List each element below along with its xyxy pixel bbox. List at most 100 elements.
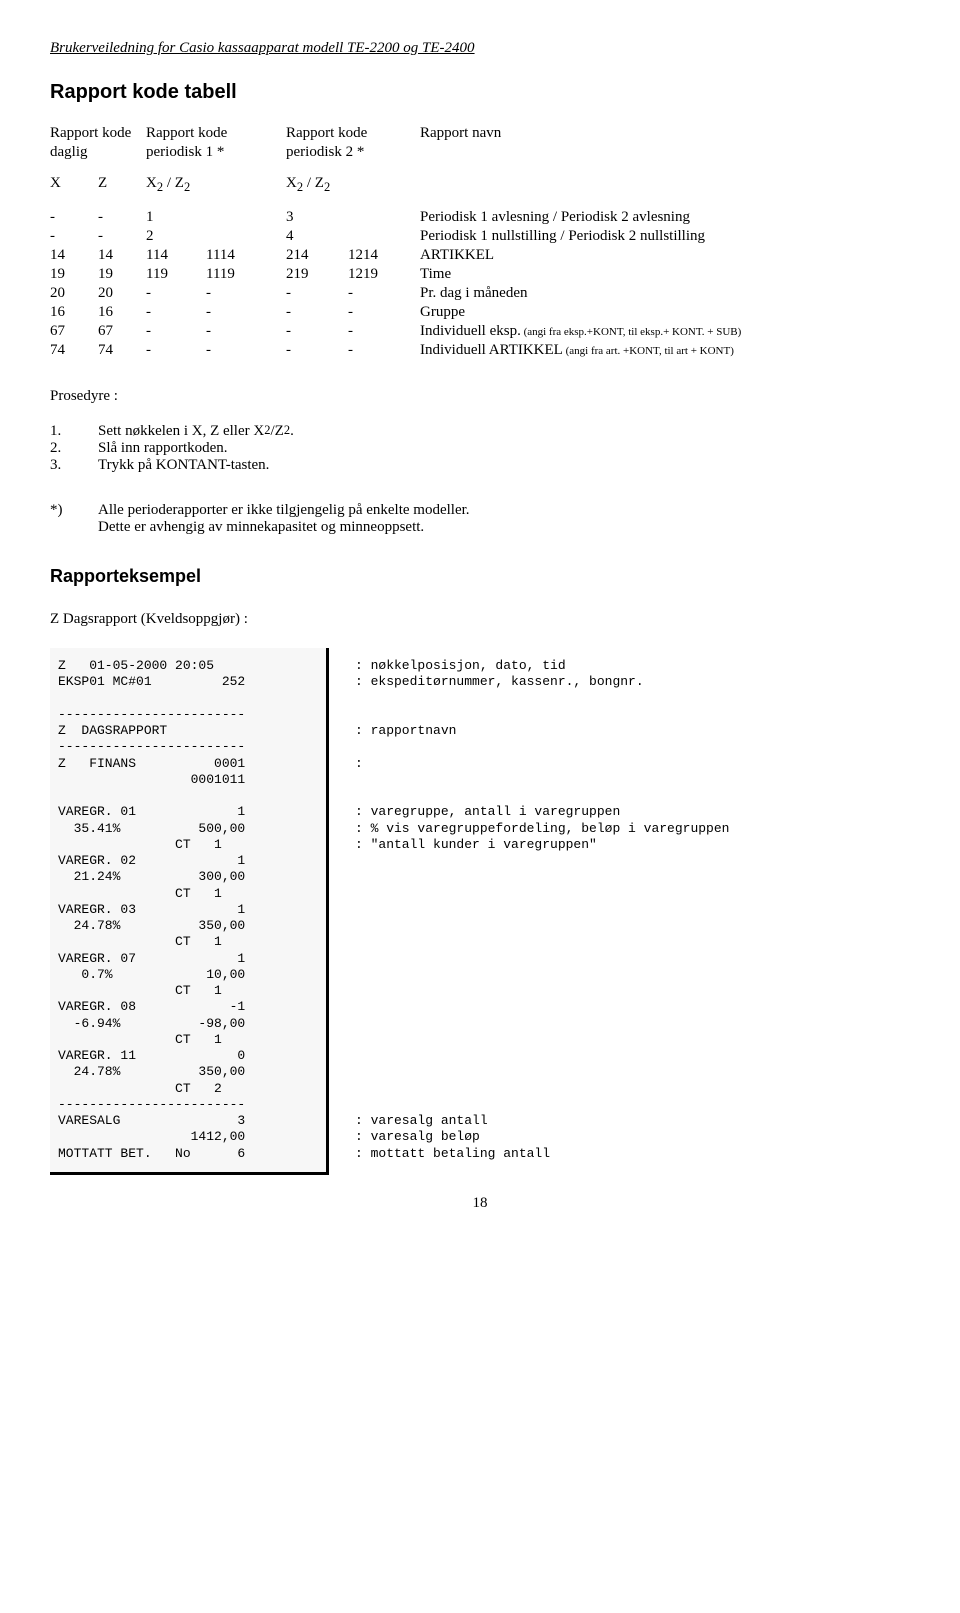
cell: 74 bbox=[50, 341, 98, 360]
cell-desc: ARTIKKEL bbox=[420, 246, 900, 265]
receipt-row: Z 01-05-2000 20:05 EKSP01 MC#01 252 ----… bbox=[50, 648, 910, 1175]
cell-desc: Periodisk 1 avlesning / Periodisk 2 avle… bbox=[420, 208, 900, 227]
example-label: Z Dagsrapport (Kveldsoppgjør) : bbox=[50, 611, 910, 628]
footnote-line2: Dette er avhengig av minnekapasitet og m… bbox=[98, 519, 470, 536]
procedure-label: Prosedyre : bbox=[50, 388, 910, 405]
cell: 16 bbox=[98, 303, 146, 322]
cell: - bbox=[348, 322, 420, 341]
procedure-num: 1. bbox=[50, 423, 98, 440]
cell: 16 bbox=[50, 303, 98, 322]
cell: 20 bbox=[98, 284, 146, 303]
cell-note: (angi fra eksp.+KONT, til eksp.+ KONT. +… bbox=[521, 326, 741, 338]
cell: X bbox=[50, 174, 98, 196]
cell: - bbox=[286, 303, 348, 322]
cell: 74 bbox=[98, 341, 146, 360]
cell: 114 bbox=[146, 246, 206, 265]
section-title-example: Rapporteksempel bbox=[50, 566, 910, 587]
cell: 1119 bbox=[206, 265, 286, 284]
cell: - bbox=[146, 322, 206, 341]
footnote-line1: Alle perioderapporter er ikke tilgjengel… bbox=[98, 502, 470, 519]
cell: 14 bbox=[50, 246, 98, 265]
cell: - bbox=[286, 341, 348, 360]
table-row: 6767----Individuell eksp. (angi fra eksp… bbox=[50, 322, 900, 341]
cell: X2 / Z2 bbox=[146, 174, 286, 196]
cell: 1214 bbox=[348, 246, 420, 265]
table-row: --24Periodisk 1 nullstilling / Periodisk… bbox=[50, 227, 900, 246]
cell: - bbox=[348, 341, 420, 360]
procedure-item: 3.Trykk på KONTANT-tasten. bbox=[50, 457, 910, 474]
cell: - bbox=[206, 284, 286, 303]
hdr-period2-sub: periodisk 2 * bbox=[286, 143, 420, 162]
cell: - bbox=[348, 284, 420, 303]
footnote-ast: *) bbox=[50, 502, 98, 536]
receipt-slip: Z 01-05-2000 20:05 EKSP01 MC#01 252 ----… bbox=[50, 648, 329, 1175]
procedure-item: 1.Sett nøkkelen i X, Z eller X2/Z2. bbox=[50, 423, 910, 440]
cell: 19 bbox=[50, 265, 98, 284]
cell: 1219 bbox=[348, 265, 420, 284]
footnote-block: *) Alle perioderapporter er ikke tilgjen… bbox=[50, 502, 910, 536]
hdr-daily: Rapport kode bbox=[50, 124, 146, 143]
procedure-block: Prosedyre : 1.Sett nøkkelen i X, Z eller… bbox=[50, 388, 910, 474]
table-row: 191911911192191219Time bbox=[50, 265, 900, 284]
cell: 214 bbox=[286, 246, 348, 265]
cell: X2 / Z2 bbox=[286, 174, 420, 196]
cell bbox=[348, 227, 420, 246]
cell: 3 bbox=[286, 208, 348, 227]
table-xz-row: X Z X2 / Z2 X2 / Z2 bbox=[50, 174, 900, 196]
cell: 67 bbox=[50, 322, 98, 341]
procedure-num: 3. bbox=[50, 457, 98, 474]
cell: 1 bbox=[146, 208, 206, 227]
procedure-item: 2.Slå inn rapportkoden. bbox=[50, 440, 910, 457]
section-title-codes: Rapport kode tabell bbox=[50, 81, 910, 104]
cell: 4 bbox=[286, 227, 348, 246]
procedure-text: Sett nøkkelen i X, Z eller X2/Z2. bbox=[98, 423, 294, 440]
cell: - bbox=[50, 227, 98, 246]
cell: 219 bbox=[286, 265, 348, 284]
procedure-num: 2. bbox=[50, 440, 98, 457]
cell: - bbox=[206, 303, 286, 322]
table-row: 7474----Individuell ARTIKKEL (angi fra a… bbox=[50, 341, 900, 360]
table-row: --13Periodisk 1 avlesning / Periodisk 2 … bbox=[50, 208, 900, 227]
table-row: 2020----Pr. dag i måneden bbox=[50, 284, 900, 303]
doc-header: Brukerveiledning for Casio kassaapparat … bbox=[50, 40, 910, 57]
receipt-annotations: : nøkkelposisjon, dato, tid : ekspeditør… bbox=[329, 648, 910, 1175]
procedure-list: 1.Sett nøkkelen i X, Z eller X2/Z2.2.Slå… bbox=[50, 423, 910, 474]
cell: - bbox=[146, 341, 206, 360]
cell bbox=[206, 227, 286, 246]
table-row: 141411411142141214ARTIKKEL bbox=[50, 246, 900, 265]
cell: 20 bbox=[50, 284, 98, 303]
cell-desc: Gruppe bbox=[420, 303, 900, 322]
cell: - bbox=[348, 303, 420, 322]
report-code-table: Rapport kode Rapport kode Rapport kode R… bbox=[50, 124, 900, 360]
cell: 67 bbox=[98, 322, 146, 341]
table-row: 1616----Gruppe bbox=[50, 303, 900, 322]
cell-desc: Time bbox=[420, 265, 900, 284]
cell-desc: Individuell eksp. (angi fra eksp.+KONT, … bbox=[420, 322, 900, 341]
cell: - bbox=[286, 284, 348, 303]
hdr-name: Rapport navn bbox=[420, 124, 900, 143]
cell-desc: Periodisk 1 nullstilling / Periodisk 2 n… bbox=[420, 227, 900, 246]
cell: - bbox=[146, 303, 206, 322]
cell: - bbox=[206, 341, 286, 360]
hdr-period2: Rapport kode bbox=[286, 124, 420, 143]
hdr-period1: Rapport kode bbox=[146, 124, 286, 143]
procedure-text: Slå inn rapportkoden. bbox=[98, 440, 228, 457]
table-header-row1: Rapport kode Rapport kode Rapport kode R… bbox=[50, 124, 900, 143]
table-header-row2: daglig periodisk 1 * periodisk 2 * bbox=[50, 143, 900, 162]
page-number: 18 bbox=[50, 1195, 910, 1212]
cell: 1114 bbox=[206, 246, 286, 265]
cell: 19 bbox=[98, 265, 146, 284]
cell: - bbox=[50, 208, 98, 227]
cell: Z bbox=[98, 174, 146, 196]
cell: - bbox=[98, 227, 146, 246]
cell-desc: Individuell ARTIKKEL (angi fra art. +KON… bbox=[420, 341, 900, 360]
cell-note: (angi fra art. +KONT, til art + KONT) bbox=[563, 345, 734, 357]
cell: - bbox=[146, 284, 206, 303]
hdr-daily-sub: daglig bbox=[50, 143, 146, 162]
cell: 2 bbox=[146, 227, 206, 246]
cell: - bbox=[206, 322, 286, 341]
cell: - bbox=[286, 322, 348, 341]
cell bbox=[206, 208, 286, 227]
procedure-text: Trykk på KONTANT-tasten. bbox=[98, 457, 269, 474]
cell: 14 bbox=[98, 246, 146, 265]
